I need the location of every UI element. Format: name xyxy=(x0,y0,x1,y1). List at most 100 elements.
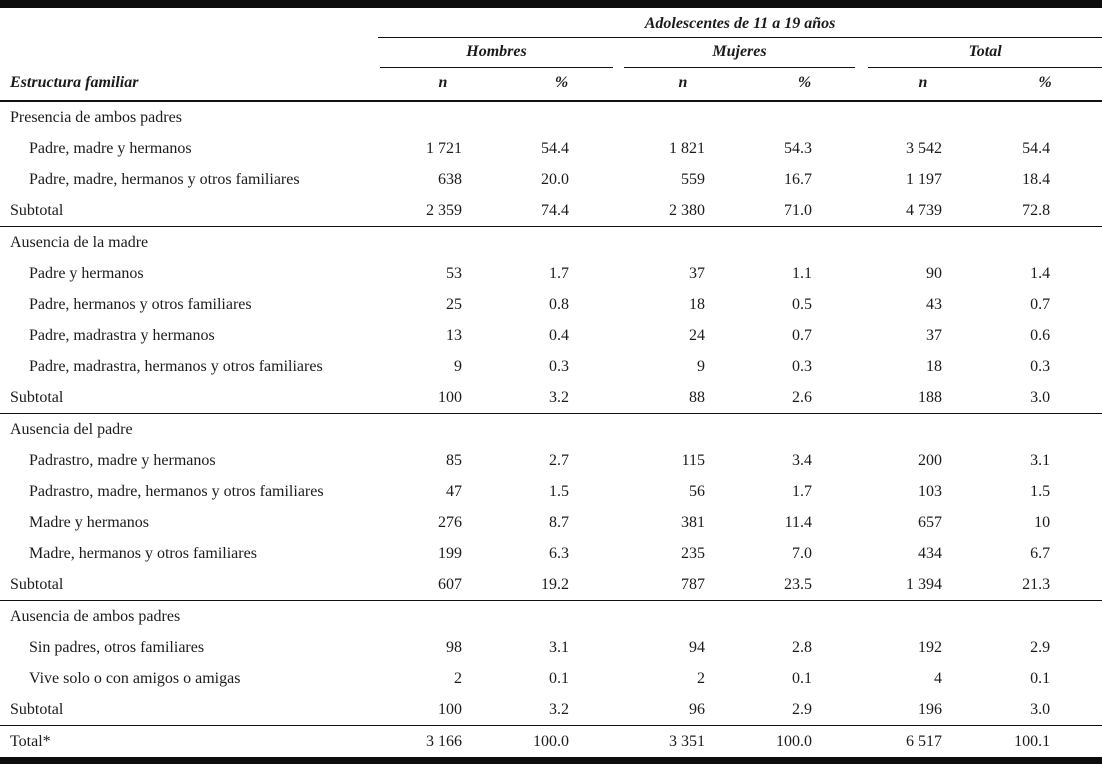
value-cell: 37 xyxy=(689,265,705,282)
value-cell: 96 xyxy=(615,694,751,726)
table-row: Padre, madrastra y hermanos 13 0.4 24 0.7 37 0… xyxy=(0,320,1102,351)
table-row: Subtotal 2 359 74.4 2 380 71.0 4 739 72.8 xyxy=(0,195,1102,227)
value-cell: 71.0 xyxy=(751,195,858,227)
row-label: Padre, madrastra y hermanos xyxy=(29,327,215,344)
value-cell: 21.3 xyxy=(988,569,1102,601)
value-cell: 381 xyxy=(681,514,705,531)
value-cell: 787 xyxy=(615,569,751,601)
value-cell: 98 xyxy=(446,639,462,656)
value-cell: 607 xyxy=(378,569,508,601)
table-row: Presencia de ambos padres xyxy=(0,101,1102,133)
value-cell: 1 721 xyxy=(426,140,462,157)
value-cell: 88 xyxy=(615,382,751,414)
table-row: Madre y hermanos 276 8.7 381 11.4 657 10 xyxy=(0,507,1102,538)
subcol-hombres-n: n xyxy=(378,68,508,102)
table-title: Adolescentes de 11 a 19 años xyxy=(378,4,1102,38)
value-cell: 6.7 xyxy=(1030,545,1051,562)
value-cell: 2 380 xyxy=(615,195,751,227)
table-row: Vive solo o con amigos o amigas 2 0.1 2 0.1 4… xyxy=(0,663,1102,694)
value-cell: 188 xyxy=(858,382,988,414)
value-cell: 37 xyxy=(926,327,942,344)
value-cell: 196 xyxy=(858,694,988,726)
value-cell: 2.9 xyxy=(1030,639,1051,656)
value-cell: 100.0 xyxy=(533,733,569,750)
row-header-estructura-familiar: Estructura familiar xyxy=(0,4,378,102)
header-title-row: Estructura familiar Adolescentes de 11 a… xyxy=(0,4,1102,102)
value-cell: 90 xyxy=(926,265,942,282)
value-cell: 3.2 xyxy=(508,382,615,414)
value-cell: 100 xyxy=(378,382,508,414)
value-cell: 1 197 xyxy=(906,171,942,188)
table-row: Ausencia de la madre xyxy=(0,227,1102,259)
value-cell: 3.0 xyxy=(988,694,1102,726)
column-group-hombres: Hombres xyxy=(378,38,615,68)
value-cell: 3.1 xyxy=(1030,452,1051,469)
table-body: Presencia de ambos padres Padre, madre y … xyxy=(0,101,1102,761)
value-cell: 72.8 xyxy=(988,195,1102,227)
row-label: Vive solo o con amigos o amigas xyxy=(29,670,241,687)
value-cell: 2 359 xyxy=(378,195,508,227)
value-cell: 4 739 xyxy=(858,195,988,227)
value-cell: 85 xyxy=(446,452,462,469)
table-row: Total* 3 166 100.0 3 351 100.0 6 517 100.1 xyxy=(0,726,1102,761)
value-cell: 115 xyxy=(681,452,705,469)
value-cell: 103 xyxy=(918,483,942,500)
row-label: Sin padres, otros familiares xyxy=(29,639,205,656)
subcol-mujeres-pct: % xyxy=(751,68,858,102)
subcol-mujeres-n: n xyxy=(615,68,751,102)
table-row: Padre, hermanos y otros familiares 25 0.8 1… xyxy=(0,289,1102,320)
table-row: Padre, madrastra, hermanos y otros famil… xyxy=(0,351,1102,382)
table-row: Madre, hermanos y otros familiares 199 6.3… xyxy=(0,538,1102,569)
value-cell: 74.4 xyxy=(508,195,615,227)
value-cell: 8.7 xyxy=(549,514,569,531)
column-group-mujeres: Mujeres xyxy=(615,38,858,68)
value-cell: 24 xyxy=(689,327,705,344)
table-row: Subtotal 607 19.2 787 23.5 1 394 21.3 xyxy=(0,569,1102,601)
value-cell: 10 xyxy=(1034,514,1051,531)
value-cell: 18.4 xyxy=(1022,171,1051,188)
value-cell: 1 821 xyxy=(669,140,705,157)
value-cell: 100 xyxy=(378,694,508,726)
header-subcol-row: n % n % n % xyxy=(0,68,1102,102)
section-header: Ausencia de la madre xyxy=(10,234,149,251)
value-cell: 100.1 xyxy=(1014,733,1051,750)
table-row: Padrastro, madre y hermanos 85 2.7 115 3.4 20… xyxy=(0,445,1102,476)
value-cell: 4 xyxy=(934,670,942,687)
table-row: Subtotal 100 3.2 96 2.9 196 3.0 xyxy=(0,694,1102,726)
value-cell: 559 xyxy=(681,171,705,188)
value-cell: 3 351 xyxy=(669,733,705,750)
value-cell: 11.4 xyxy=(784,514,812,531)
value-cell: 192 xyxy=(918,639,942,656)
row-label: Padre, hermanos y otros familiares xyxy=(29,296,252,313)
value-cell: 1.5 xyxy=(1030,483,1051,500)
value-cell: 0.1 xyxy=(549,670,569,687)
value-cell: 3.4 xyxy=(792,452,812,469)
subtotal-label: Subtotal xyxy=(0,195,378,227)
table-row: Padrastro, madre, hermanos y otros famil… xyxy=(0,476,1102,507)
total-label: Total* xyxy=(10,733,51,750)
table-row: Padre, madre, hermanos y otros familiare… xyxy=(0,164,1102,195)
header-group-row: Hombres Mujeres Total xyxy=(0,38,1102,68)
table-row: Padre y hermanos 53 1.7 37 1.1 90 1.4 xyxy=(0,258,1102,289)
value-cell: 0.3 xyxy=(792,358,812,375)
value-cell: 7.0 xyxy=(792,545,812,562)
table-row: Ausencia de ambos padres xyxy=(0,601,1102,633)
value-cell: 3.1 xyxy=(549,639,569,656)
value-cell: 1 394 xyxy=(858,569,988,601)
value-cell: 9 xyxy=(454,358,462,375)
value-cell: 434 xyxy=(918,545,942,562)
row-label: Madre y hermanos xyxy=(29,514,149,531)
subtotal-label: Subtotal xyxy=(0,694,378,726)
table-row: Ausencia del padre xyxy=(0,414,1102,446)
row-label: Padre, madre, hermanos y otros familiare… xyxy=(29,171,300,188)
value-cell: 47 xyxy=(446,483,462,500)
value-cell: 23.5 xyxy=(751,569,858,601)
value-cell: 3 166 xyxy=(426,733,462,750)
value-cell: 54.3 xyxy=(784,140,812,157)
value-cell: 20.0 xyxy=(541,171,569,188)
value-cell: 94 xyxy=(689,639,705,656)
row-label: Padre, madre y hermanos xyxy=(29,140,192,157)
value-cell: 1.4 xyxy=(1030,265,1051,282)
